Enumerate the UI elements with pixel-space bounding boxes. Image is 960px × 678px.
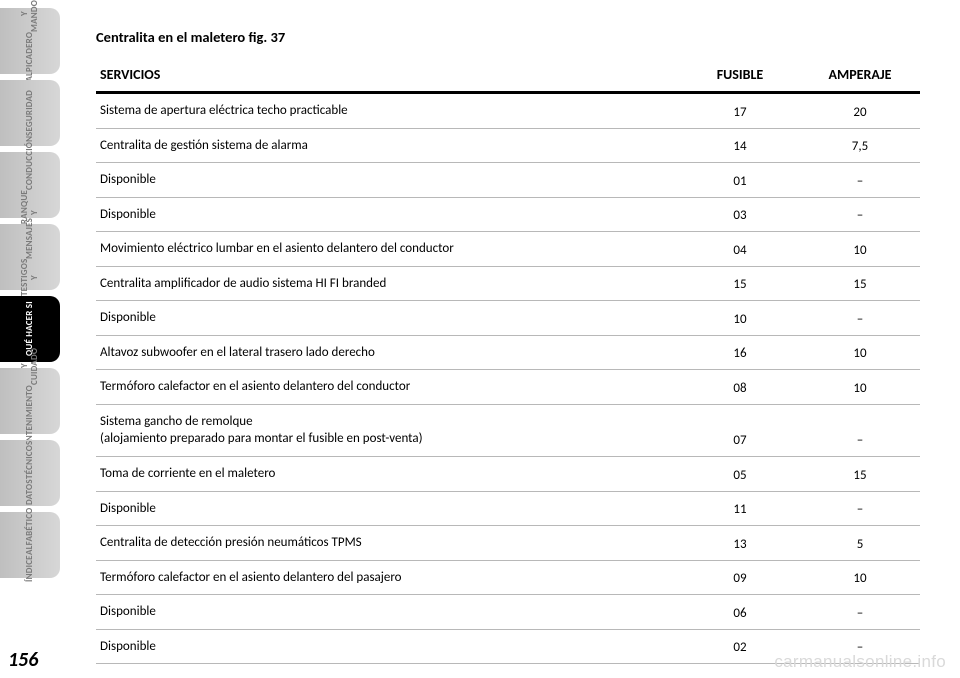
col-header-amperaje: AMPERAJE [800,60,920,93]
cell-amperaje: – [800,163,920,198]
cell-amperaje: – [800,197,920,232]
table-row: Sistema gancho de remolque(alojamiento p… [96,404,920,456]
cell-amperaje: 7,5 [800,128,920,163]
page-title: Centralita en el maletero fig. 37 [96,28,920,46]
cell-amperaje: 15 [800,266,920,301]
table-row: Disponible06– [96,595,920,630]
cell-service: Disponible [96,197,680,232]
cell-service: Centralita amplificador de audio sistema… [96,266,680,301]
table-row: Altavoz subwoofer en el lateral trasero … [96,335,920,370]
sidebar-tab-6[interactable]: DATOSTÉCNICOS [0,440,60,506]
cell-service: Sistema de apertura eléctrica techo prac… [96,93,680,129]
cell-fusible: 09 [680,560,800,595]
col-header-service: SERVICIOS [96,60,680,93]
cell-service: Disponible [96,629,680,664]
table-row: Disponible11– [96,491,920,526]
sidebar-tab-7[interactable]: ÍNDICEALFABÉTICO [0,512,60,578]
table-row: Termóforo calefactor en el asiento delan… [96,370,920,405]
cell-service: Movimiento eléctrico lumbar en el asient… [96,232,680,267]
page-content: Centralita en el maletero fig. 37 SERVIC… [60,0,960,678]
table-row: Sistema de apertura eléctrica techo prac… [96,93,920,129]
cell-service: Disponible [96,301,680,336]
cell-fusible: 07 [680,404,800,456]
cell-fusible: 15 [680,266,800,301]
cell-fusible: 08 [680,370,800,405]
cell-amperaje: 5 [800,526,920,561]
cell-fusible: 10 [680,301,800,336]
table-row: Disponible10– [96,301,920,336]
cell-amperaje: – [800,595,920,630]
cell-amperaje: 10 [800,335,920,370]
table-row: Centralita de detección presión neumátic… [96,526,920,561]
page-number: 156 [8,648,38,672]
cell-fusible: 06 [680,595,800,630]
cell-fusible: 01 [680,163,800,198]
cell-fusible: 13 [680,526,800,561]
table-row: Toma de corriente en el maletero0515 [96,457,920,492]
cell-service: Sistema gancho de remolque(alojamiento p… [96,404,680,456]
cell-fusible: 17 [680,93,800,129]
cell-service: Centralita de gestión sistema de alarma [96,128,680,163]
cell-service: Centralita de detección presión neumátic… [96,526,680,561]
sidebar-tab-2[interactable]: ARRANQUE YCONDUCCIÓN [0,152,60,218]
cell-amperaje: 10 [800,232,920,267]
table-row: Termóforo calefactor en el asiento delan… [96,560,920,595]
cell-service: Termóforo calefactor en el asiento delan… [96,560,680,595]
table-row: Movimiento eléctrico lumbar en el asient… [96,232,920,267]
cell-amperaje: – [800,491,920,526]
cell-amperaje: 20 [800,93,920,129]
sidebar-nav: SALPICADEROY MANDOSSEGURIDADARRANQUE YCO… [0,0,60,678]
cell-fusible: 14 [680,128,800,163]
sidebar-tab-5[interactable]: MANTENIMIENTOY CUIDADO [0,368,60,434]
table-row: Disponible01– [96,163,920,198]
cell-amperaje: – [800,404,920,456]
col-header-fusible: FUSIBLE [680,60,800,93]
watermark: carmanualsonline.info [774,652,946,672]
cell-fusible: 16 [680,335,800,370]
cell-amperaje: – [800,301,920,336]
sidebar-tab-3[interactable]: TESTIGOS YMENSAJES [0,224,60,290]
table-row: Disponible03– [96,197,920,232]
cell-service: Disponible [96,163,680,198]
cell-fusible: 03 [680,197,800,232]
table-row: Centralita amplificador de audio sistema… [96,266,920,301]
cell-service: Termóforo calefactor en el asiento delan… [96,370,680,405]
cell-service: Altavoz subwoofer en el lateral trasero … [96,335,680,370]
cell-fusible: 11 [680,491,800,526]
cell-fusible: 05 [680,457,800,492]
table-row: Centralita de gestión sistema de alarma1… [96,128,920,163]
fuse-table: SERVICIOS FUSIBLE AMPERAJE Sistema de ap… [96,60,920,664]
cell-service: Disponible [96,595,680,630]
cell-amperaje: 10 [800,370,920,405]
cell-amperaje: 15 [800,457,920,492]
sidebar-tab-0[interactable]: SALPICADEROY MANDOS [0,8,60,74]
cell-service: Toma de corriente en el maletero [96,457,680,492]
cell-service: Disponible [96,491,680,526]
cell-fusible: 04 [680,232,800,267]
cell-amperaje: 10 [800,560,920,595]
